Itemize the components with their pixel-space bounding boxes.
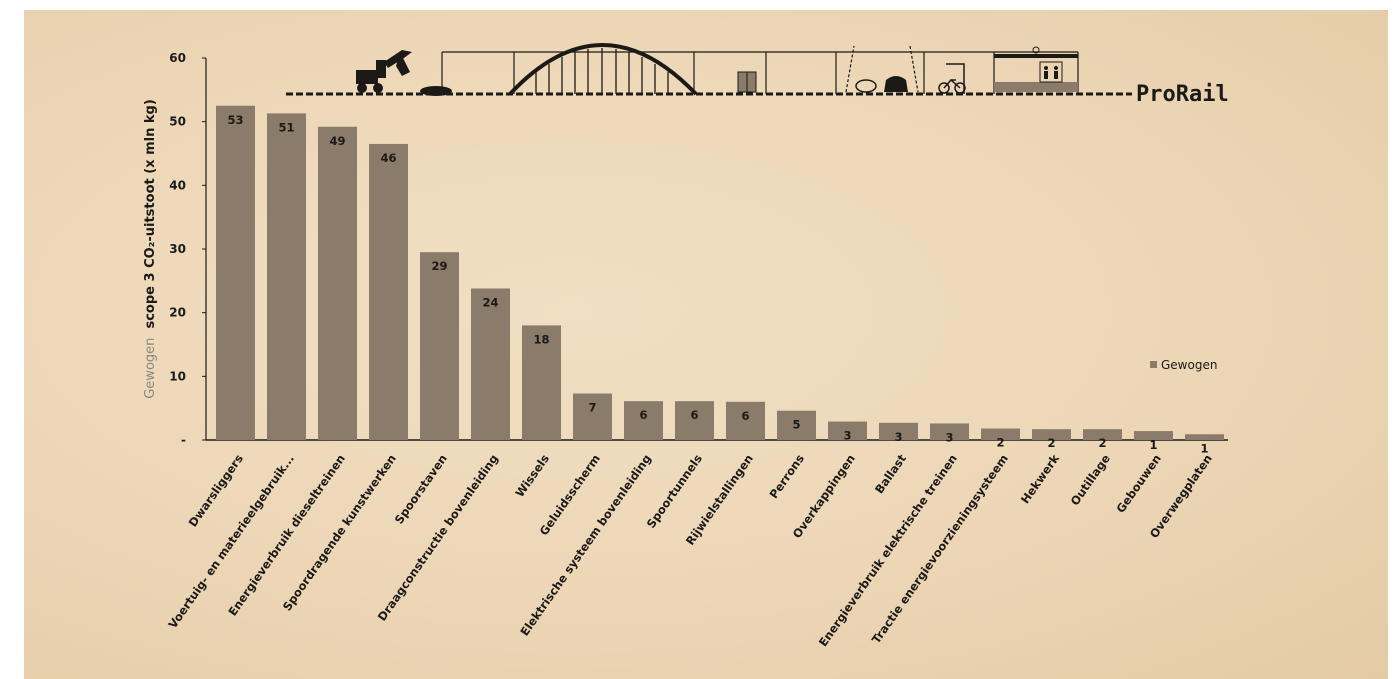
bar-value-label: 1 — [1149, 438, 1157, 452]
category-label: Dwarsliggers — [186, 452, 246, 530]
category-label: Hekwerk — [1018, 451, 1062, 506]
bar — [573, 393, 612, 440]
category-label: Perrons — [767, 452, 808, 502]
y-tick-label: 20 — [169, 306, 186, 320]
bar-chart: ProRail - 10 20 30 40 50 60 Gewogen scope 3 CO… — [139, 43, 1229, 649]
bar-value-label: 5 — [792, 418, 800, 432]
category-label: Spoorstaven — [392, 452, 450, 527]
bar — [216, 105, 255, 440]
bar-value-label: 7 — [588, 401, 596, 415]
category-label: Spoordragende kunstwerken — [280, 452, 399, 614]
bar — [522, 325, 561, 440]
railway-illustration: ProRail — [286, 43, 1229, 107]
bar — [981, 428, 1020, 440]
bar — [318, 126, 357, 440]
excavator-icon — [356, 50, 412, 93]
level-crossing-icon — [845, 45, 919, 93]
category-label: Ballast — [872, 451, 909, 496]
bar — [369, 143, 408, 440]
bar-value-label: 24 — [482, 295, 498, 309]
category-label: Outillage — [1068, 452, 1113, 509]
bar — [420, 252, 459, 440]
bar — [1134, 431, 1173, 440]
bar-value-label: 2 — [1047, 436, 1055, 450]
category-label: Wissels — [512, 452, 552, 500]
bar-value-label: 3 — [894, 430, 902, 444]
bar — [267, 113, 306, 440]
bar-value-label: 18 — [533, 332, 549, 346]
y-axis-title: Gewogen scope 3 CO₂-uitstoot (x mln kg) — [139, 99, 158, 399]
y-tick-label: 50 — [169, 115, 186, 129]
legend-label: Gewogen — [1161, 358, 1217, 372]
bar-value-label: 49 — [329, 134, 345, 148]
category-label: Gebouwen — [1113, 452, 1164, 516]
bar — [879, 422, 918, 440]
bar-value-label: 29 — [431, 259, 447, 273]
legend-swatch — [1150, 361, 1157, 368]
bar-value-label: 46 — [380, 151, 396, 165]
legend: Gewogen — [1150, 358, 1217, 372]
bar-value-label: 2 — [996, 436, 1004, 450]
y-tick-label: 10 — [169, 369, 186, 383]
bar-value-label: 3 — [843, 429, 851, 443]
bar — [930, 423, 969, 440]
arch-bridge-icon — [508, 43, 698, 96]
bar-value-label: 1 — [1200, 441, 1208, 455]
bar — [1083, 429, 1122, 440]
bar-value-label: 3 — [945, 430, 953, 444]
y-tick-label: - — [181, 433, 186, 447]
category-label: Draagconstructie bovenleiding — [375, 452, 501, 624]
bar — [624, 401, 663, 440]
bar — [471, 288, 510, 440]
y-tick-label: 60 — [169, 51, 186, 65]
bar — [1185, 434, 1224, 440]
y-tick-label: 40 — [169, 178, 186, 192]
bar — [675, 401, 714, 440]
y-axis: - 10 20 30 40 50 60 — [169, 51, 207, 447]
bar-value-label: 6 — [741, 409, 749, 423]
platform-shelter-icon — [994, 46, 1078, 92]
bar — [1032, 429, 1071, 440]
ballast-pile-icon — [420, 86, 452, 96]
catenary-masts — [441, 52, 1079, 94]
bar-value-label: 6 — [639, 408, 647, 422]
bar — [777, 410, 816, 440]
category-label: Spoortunnels — [644, 452, 705, 531]
chart-poster: ProRail - 10 20 30 40 50 60 Gewogen scope 3 CO… — [24, 10, 1388, 679]
bar-value-label: 2 — [1098, 436, 1106, 450]
bar — [828, 421, 867, 440]
bicycle-icon — [938, 63, 966, 94]
y-tick-label: 30 — [169, 242, 186, 256]
cabinet-icon — [737, 71, 757, 93]
bar — [726, 401, 765, 440]
prorail-logo: ProRail — [1136, 82, 1229, 107]
bar-value-label: 53 — [227, 113, 243, 127]
bar-value-label: 6 — [690, 408, 698, 422]
bar-value-label: 51 — [278, 120, 294, 134]
